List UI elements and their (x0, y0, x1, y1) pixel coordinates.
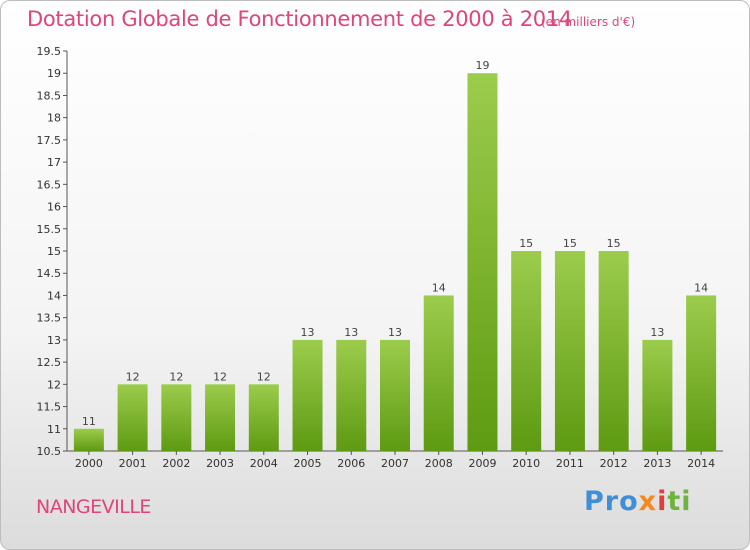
bar-value-label: 13 (344, 326, 358, 339)
y-tick-label: 14.5 (37, 267, 62, 280)
bar[interactable] (511, 251, 542, 451)
x-tick-label: 2004 (250, 457, 278, 470)
y-tick-label: 18.5 (37, 89, 62, 102)
proxiti-logo[interactable]: Proxiti (584, 486, 692, 517)
chart-subtitle: (en milliers d'€) (541, 15, 636, 29)
bar-value-label: 13 (301, 326, 315, 339)
y-tick-label: 14 (47, 289, 61, 302)
x-tick-label: 2008 (425, 457, 453, 470)
y-tick-label: 12.5 (37, 356, 62, 369)
y-tick-label: 17.5 (37, 134, 62, 147)
x-tick-label: 2002 (162, 457, 190, 470)
x-tick-label: 2005 (294, 457, 322, 470)
bar-value-label: 12 (213, 370, 227, 383)
bar-value-label: 13 (388, 326, 402, 339)
bar-value-label: 12 (257, 370, 271, 383)
bar[interactable] (554, 251, 585, 451)
chart-title: Dotation Globale de Fonctionnement de 20… (27, 7, 572, 31)
bar-value-label: 13 (650, 326, 664, 339)
bar[interactable] (161, 384, 192, 451)
x-tick-label: 2009 (468, 457, 496, 470)
logo-part: Pro (584, 486, 639, 517)
logo-part: i (657, 486, 668, 517)
y-tick-label: 13 (47, 334, 61, 347)
y-tick-label: 10.5 (37, 445, 62, 458)
y-tick-label: 15 (47, 245, 61, 258)
x-tick-label: 2001 (119, 457, 147, 470)
y-tick-label: 18 (47, 112, 61, 125)
bar-value-label: 15 (607, 237, 621, 250)
bar[interactable] (598, 251, 629, 451)
bar[interactable] (642, 339, 673, 451)
logo-part: x (638, 486, 658, 517)
y-tick-label: 19.5 (37, 45, 62, 58)
bar[interactable] (248, 384, 279, 451)
bar[interactable] (380, 339, 410, 451)
bar[interactable] (336, 339, 367, 451)
x-tick-label: 2010 (512, 457, 540, 470)
bar-value-label: 14 (432, 281, 446, 294)
bar-value-label: 11 (82, 415, 96, 428)
bar-value-label: 15 (563, 237, 577, 250)
y-tick-label: 16 (47, 201, 61, 214)
bar[interactable] (205, 384, 236, 451)
y-tick-label: 16.5 (37, 178, 62, 191)
logo-part: ti (667, 486, 692, 517)
bar[interactable] (423, 295, 454, 451)
town-name: NANGEVILLE (36, 496, 151, 518)
x-tick-label: 2014 (687, 457, 715, 470)
y-tick-label: 13.5 (37, 312, 62, 325)
y-tick-label: 19 (47, 67, 61, 80)
x-tick-label: 2003 (206, 457, 234, 470)
bar-value-label: 15 (519, 237, 533, 250)
y-tick-label: 11 (47, 423, 61, 436)
bar-value-label: 19 (475, 59, 489, 72)
x-tick-label: 2013 (643, 457, 671, 470)
y-tick-label: 11.5 (37, 401, 62, 414)
x-tick-label: 2000 (75, 457, 103, 470)
bar-value-label: 12 (169, 370, 183, 383)
y-tick-label: 17 (47, 156, 61, 169)
bar[interactable] (686, 295, 717, 451)
x-tick-label: 2007 (381, 457, 409, 470)
bar-value-label: 14 (694, 281, 708, 294)
bar[interactable] (117, 384, 148, 451)
y-tick-label: 15.5 (37, 223, 62, 236)
x-tick-label: 2012 (600, 457, 628, 470)
bar[interactable] (467, 73, 498, 451)
x-tick-label: 2011 (556, 457, 584, 470)
bar[interactable] (73, 428, 104, 451)
bar-value-label: 12 (126, 370, 140, 383)
bar[interactable] (292, 339, 323, 451)
y-tick-label: 12 (47, 378, 61, 391)
x-tick-label: 2006 (337, 457, 365, 470)
